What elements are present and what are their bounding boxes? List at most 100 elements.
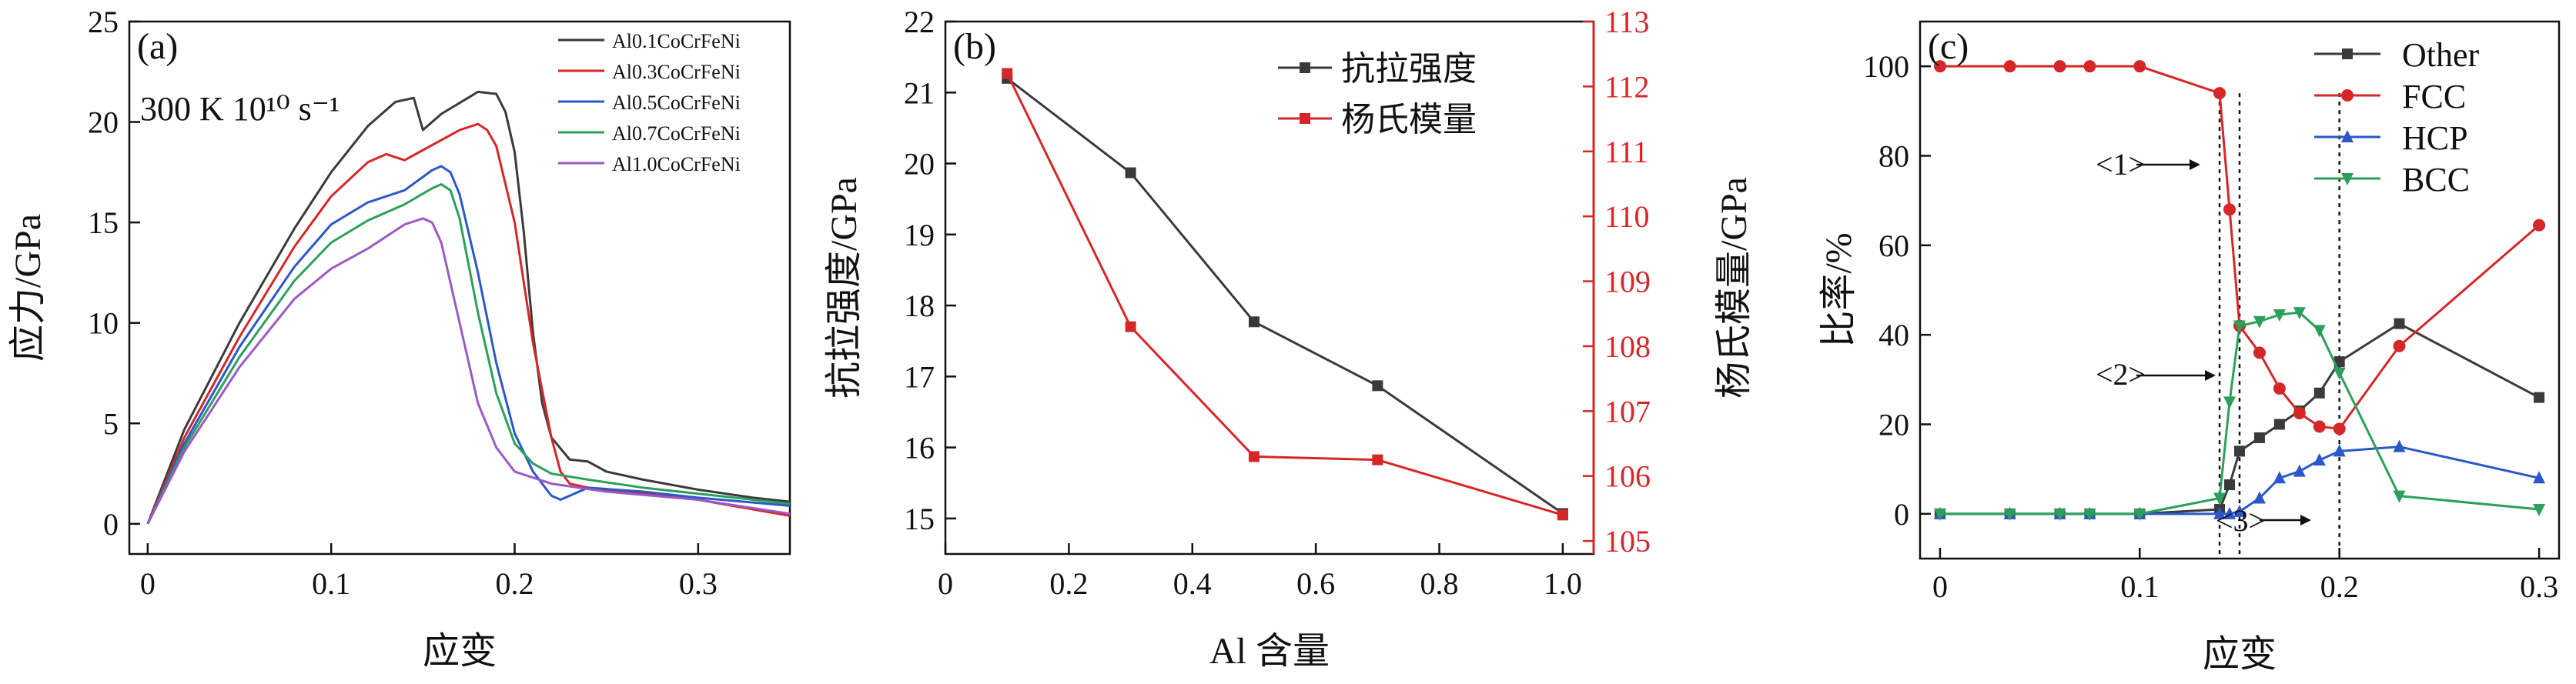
y-tick-label: 0: [1894, 497, 1909, 532]
data-point: [2341, 130, 2354, 142]
y-tick-label: 20: [1878, 408, 1909, 442]
x-tick-label: 0: [140, 566, 156, 601]
y-tick-label: 25: [88, 5, 119, 39]
series-line: [146, 217, 791, 525]
data-point: [2393, 339, 2406, 352]
right-y-axis-label: 杨氏模量/GPa: [1714, 177, 1755, 399]
data-point: [2393, 490, 2406, 503]
y-tick-label: 22: [904, 5, 935, 39]
panel-label: (b): [953, 26, 996, 67]
condition-annotation: 300 K 10¹⁰ s⁻¹: [140, 90, 340, 128]
data-point: [2053, 508, 2066, 521]
arrow-head: [2205, 370, 2216, 381]
data-point: [1125, 321, 1136, 332]
data-point: [2223, 396, 2236, 409]
data-point: [2533, 471, 2546, 484]
data-point: [2224, 479, 2236, 491]
data-point: [1002, 68, 1013, 79]
legend-entry: Al0.3CoCrFeNi: [612, 61, 741, 83]
right-y-tick-label: 109: [1604, 265, 1651, 299]
data-point: [2053, 60, 2066, 73]
y-tick-label: 10: [88, 306, 119, 341]
x-tick-label: 0.3: [679, 566, 718, 601]
data-point: [2133, 60, 2146, 73]
legend-entry: BCC: [2402, 161, 2470, 199]
data-point: [2533, 219, 2546, 232]
x-tick-label: 0.1: [312, 566, 350, 601]
data-point: [2293, 307, 2306, 320]
data-point: [2253, 432, 2265, 443]
panel-label: (c): [1928, 26, 1969, 67]
y-tick-label: 20: [904, 147, 935, 182]
data-point: [1125, 167, 1136, 179]
data-point: [2393, 439, 2406, 452]
data-point: [2333, 422, 2346, 435]
data-point: [1372, 380, 1383, 392]
x-tick-label: 0.6: [1296, 566, 1335, 601]
data-point: [2313, 420, 2326, 433]
y-axis-label: 应力/GPa: [8, 214, 49, 362]
x-tick-label: 0.3: [2520, 569, 2558, 604]
data-point: [1933, 60, 1946, 73]
data-point: [2293, 406, 2306, 419]
right-y-tick-label: 107: [1604, 394, 1651, 429]
y-tick-label: 0: [103, 507, 119, 542]
data-point: [2253, 315, 2266, 329]
y-axis-label: 抗拉强度/GPa: [824, 177, 865, 399]
right-y-tick-label: 113: [1604, 5, 1650, 39]
x-tick-label: 0: [1932, 569, 1948, 604]
panel-label: (a): [137, 26, 178, 67]
data-point: [2273, 309, 2286, 322]
y-tick-label: 19: [904, 218, 935, 252]
data-point: [2213, 492, 2226, 505]
series-line: [146, 90, 791, 525]
data-point: [2342, 48, 2353, 59]
plot-frame: [128, 20, 791, 556]
legend-entry: 杨氏模量: [1341, 101, 1477, 138]
y-tick-label: 60: [1878, 229, 1909, 263]
data-point: [2253, 491, 2266, 504]
data-point: [1372, 454, 1383, 465]
plot-frame: [944, 20, 1595, 556]
data-point: [2233, 320, 2246, 333]
right-y-tick-label: 112: [1604, 69, 1650, 104]
stage-annotation: <3>: [2216, 503, 2266, 538]
series-line: [1005, 72, 1564, 516]
data-point: [2273, 419, 2285, 430]
x-axis-label: Al 含量: [1209, 631, 1330, 672]
data-point: [1300, 62, 1310, 73]
data-point: [2533, 504, 2546, 517]
data-point: [2223, 506, 2236, 519]
data-point: [2333, 444, 2346, 457]
data-point: [2223, 203, 2236, 216]
data-point: [2313, 325, 2326, 338]
data-point: [2341, 173, 2354, 185]
series-line: [146, 183, 791, 525]
x-tick-label: 0.8: [1420, 566, 1459, 601]
x-tick-label: 0.2: [496, 566, 534, 601]
legend-entry: Al0.5CoCrFeNi: [612, 92, 741, 114]
data-point: [2133, 508, 2146, 521]
right-y-tick-label: 110: [1604, 199, 1650, 234]
x-tick-label: 0.2: [2320, 569, 2359, 604]
x-tick-label: 0.4: [1173, 566, 1212, 601]
data-point: [2234, 445, 2245, 457]
data-point: [2341, 89, 2354, 102]
data-point: [1557, 509, 1568, 521]
right-y-tick-label: 111: [1604, 135, 1648, 169]
legend-entry: Al0.7CoCrFeNi: [612, 122, 741, 145]
legend-entry: Al1.0CoCrFeNi: [612, 153, 741, 175]
right-y-tick-label: 106: [1604, 459, 1651, 494]
x-tick-label: 1.0: [1544, 566, 1582, 601]
x-tick-label: 0.1: [2120, 569, 2159, 604]
right-y-tick-label: 108: [1604, 329, 1651, 364]
x-axis-label: 应变: [2203, 634, 2277, 675]
series-line: [146, 165, 791, 525]
legend-entry: FCC: [2402, 78, 2466, 115]
data-point: [1933, 508, 1946, 521]
legend-entry: HCP: [2402, 119, 2468, 157]
legend-entry: Al0.1CoCrFeNi: [612, 30, 741, 52]
y-tick-label: 21: [904, 75, 935, 110]
y-tick-label: 80: [1878, 139, 1909, 174]
